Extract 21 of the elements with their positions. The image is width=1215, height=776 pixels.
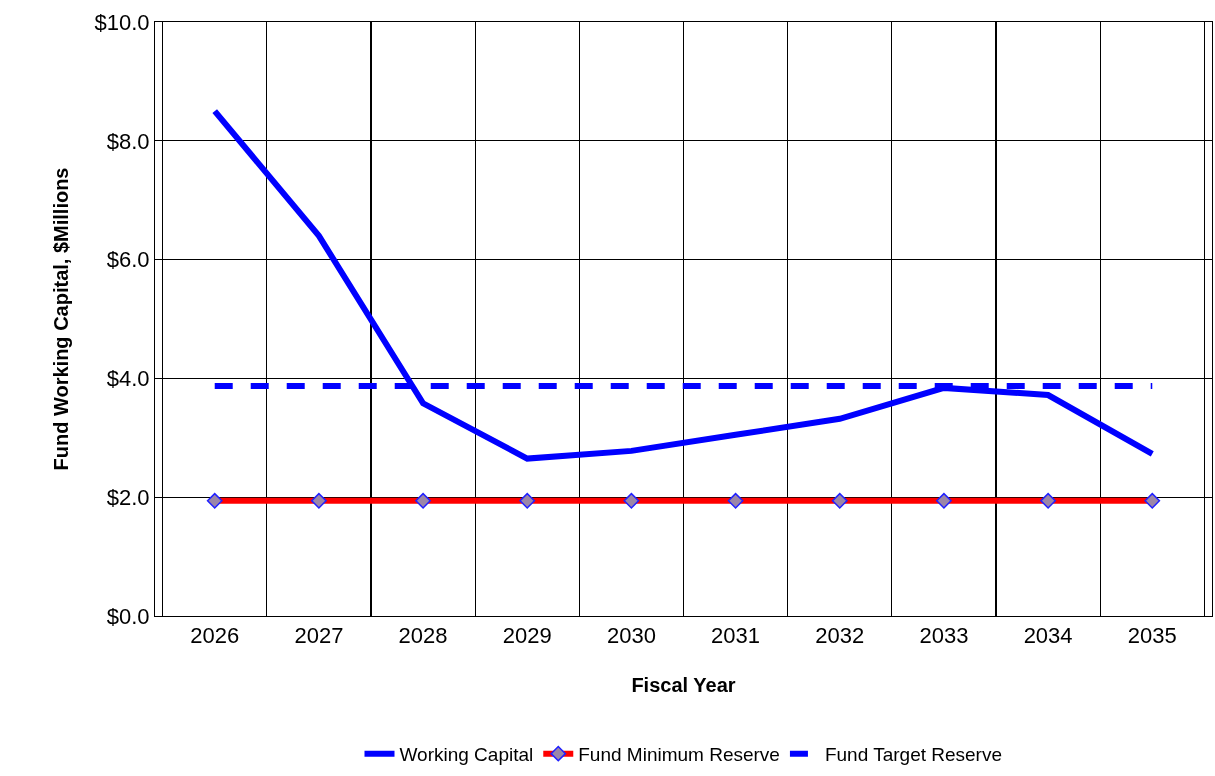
x-tick-label: 2031 bbox=[711, 623, 761, 649]
x-axis-title: Fiscal Year bbox=[631, 673, 736, 696]
x-tick-label: 2033 bbox=[919, 623, 969, 649]
legend-label: Fund Minimum Reserve bbox=[578, 744, 780, 766]
y-tick-label: $10.0 bbox=[94, 9, 150, 35]
x-tick-label: 2026 bbox=[190, 623, 240, 649]
x-tick-label: 2032 bbox=[815, 623, 865, 649]
legend-label: Fund Target Reserve bbox=[824, 744, 1003, 766]
y-tick-label: $0.0 bbox=[106, 603, 150, 629]
legend-label: Working Capital bbox=[399, 744, 534, 766]
y-tick-label: $8.0 bbox=[106, 128, 150, 154]
y-tick-label: $4.0 bbox=[106, 366, 150, 392]
x-tick-label: 2034 bbox=[1023, 623, 1073, 649]
x-tick-label: 2028 bbox=[398, 623, 448, 649]
x-tick-label: 2030 bbox=[606, 623, 656, 649]
y-axis-title: Fund Working Capital, $Millions bbox=[50, 167, 73, 471]
x-tick-label: 2035 bbox=[1127, 623, 1177, 649]
x-tick-label: 2029 bbox=[502, 623, 552, 649]
y-tick-label: $2.0 bbox=[106, 484, 150, 510]
y-tick-label: $6.0 bbox=[106, 247, 150, 273]
x-tick-label: 2027 bbox=[294, 623, 344, 649]
